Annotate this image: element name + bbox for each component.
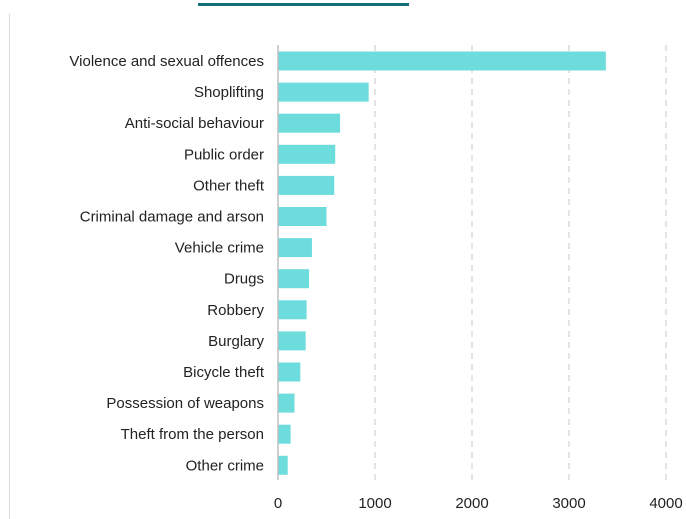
category-labels: Violence and sexual offences Shoplifting A…	[69, 53, 264, 474]
category-label: Shoplifting	[194, 84, 264, 101]
category-label: Other theft	[193, 177, 265, 194]
bar	[278, 269, 310, 289]
tab-accent-underline	[198, 3, 409, 6]
x-tick-label: 3000	[552, 495, 585, 512]
bar	[278, 82, 369, 102]
category-label: Violence and sexual offences	[69, 53, 264, 70]
category-label: Vehicle crime	[175, 240, 264, 257]
panel-left-border	[9, 14, 10, 519]
category-label: Burglary	[208, 333, 264, 350]
bar	[278, 51, 606, 71]
bar	[278, 300, 307, 320]
bars	[278, 51, 606, 475]
bar	[278, 238, 312, 258]
bar	[278, 393, 295, 413]
x-tick-label: 2000	[455, 495, 488, 512]
category-label: Public order	[184, 146, 264, 163]
category-label: Possession of weapons	[106, 395, 264, 412]
x-tick-label: 0	[274, 495, 282, 512]
bar	[278, 144, 336, 164]
category-label: Bicycle theft	[183, 364, 265, 381]
category-label: Theft from the person	[121, 426, 264, 443]
category-label: Robbery	[207, 302, 264, 319]
category-label: Criminal damage and arson	[80, 209, 264, 226]
bar	[278, 175, 335, 195]
category-label: Other crime	[186, 457, 264, 474]
bar	[278, 424, 291, 444]
bar	[278, 113, 341, 133]
gridlines	[374, 45, 667, 480]
bar	[278, 455, 288, 475]
x-tick-label: 4000	[649, 495, 682, 512]
bar	[278, 207, 327, 226]
category-label: Drugs	[224, 271, 264, 288]
bar	[278, 362, 301, 382]
category-label: Anti-social behaviour	[125, 115, 264, 132]
x-tick-labels: 0 1000 2000 3000 4000	[274, 495, 683, 512]
bar	[278, 331, 306, 351]
x-tick-label: 1000	[358, 495, 391, 512]
